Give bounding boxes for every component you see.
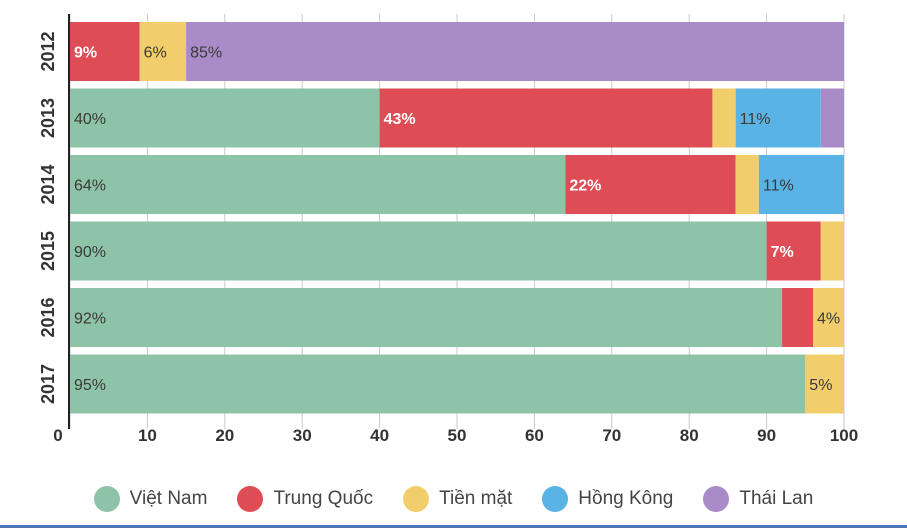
legend-item: Thái Lan xyxy=(703,486,813,512)
data-label: 6% xyxy=(144,45,167,62)
data-label: 64% xyxy=(74,178,106,195)
bar-segment xyxy=(712,88,736,148)
data-label: 11% xyxy=(740,111,771,128)
bar-segment xyxy=(70,155,566,214)
data-label: 5% xyxy=(809,377,832,394)
bar-segment xyxy=(805,354,844,414)
legend-swatch xyxy=(403,486,430,512)
data-label: 22% xyxy=(569,178,601,195)
bar-segment xyxy=(565,155,736,214)
data-label: 90% xyxy=(74,244,106,261)
legend-label: Trung Quốc xyxy=(273,488,374,509)
data-label: 40% xyxy=(74,111,106,128)
bar-segment xyxy=(70,354,806,414)
x-tick-label: 80 xyxy=(680,426,699,445)
x-tick-label: 0 xyxy=(53,426,62,445)
x-tick-label: 40 xyxy=(370,426,389,445)
legend: Việt Nam Trung Quốc Tiền mặt Hồng Kông Thái … xyxy=(0,484,907,514)
data-label: 11% xyxy=(763,178,794,195)
category-label: 2017 xyxy=(38,364,58,404)
legend-label: Tiền mặt xyxy=(439,488,513,509)
legend-item: Hồng Kông xyxy=(542,486,673,512)
category-label: 2012 xyxy=(38,31,58,71)
x-tick-label: 70 xyxy=(602,426,621,445)
category-label: 2015 xyxy=(38,231,58,271)
legend-item: Tiền mặt xyxy=(403,486,512,512)
legend-swatch xyxy=(237,486,264,512)
bar-segment xyxy=(186,22,845,81)
legend-swatch xyxy=(703,486,730,512)
bar-segment xyxy=(379,88,713,148)
stacked-bar-chart: 9% 6% 85% 2012 40% 43% 11% 2013 64% 22% 11% 2014 90%… xyxy=(38,14,858,445)
x-tick-label: 20 xyxy=(215,426,234,445)
data-label: 43% xyxy=(384,111,416,128)
legend-item: Trung Quốc xyxy=(237,486,373,512)
bar-segment xyxy=(813,288,844,347)
x-tick-label: 30 xyxy=(293,426,312,445)
bar-segment xyxy=(766,221,821,281)
legend-label: Thái Lan xyxy=(739,488,814,509)
data-label: 95% xyxy=(74,377,106,394)
legend-label: Hồng Kông xyxy=(578,488,674,509)
x-tick-label: 10 xyxy=(138,426,157,445)
bar-segment xyxy=(820,88,844,148)
data-label: 9% xyxy=(74,45,97,62)
category-label: 2014 xyxy=(38,164,58,204)
bar-segment xyxy=(70,22,140,81)
legend-swatch xyxy=(542,486,569,512)
bar-segment xyxy=(70,288,783,347)
x-tick-label: 60 xyxy=(525,426,544,445)
legend-item: Việt Nam xyxy=(93,486,208,512)
bar-segment xyxy=(782,288,814,347)
bar-segment xyxy=(70,221,767,281)
bar-segment xyxy=(139,22,187,81)
x-tick-label: 50 xyxy=(448,426,467,445)
bar-segment xyxy=(820,221,844,281)
category-label: 2016 xyxy=(38,297,58,337)
bar-segment xyxy=(70,88,380,148)
x-tick-label: 100 xyxy=(830,426,858,445)
bottom-border xyxy=(0,525,907,528)
data-label: 4% xyxy=(817,311,840,328)
data-label: 7% xyxy=(771,244,794,261)
data-label: 92% xyxy=(74,311,106,328)
category-label: 2013 xyxy=(38,98,58,138)
x-tick-label: 90 xyxy=(757,426,776,445)
bar-segment xyxy=(758,155,844,214)
bar-segment xyxy=(735,155,759,214)
legend-swatch xyxy=(93,486,120,512)
data-label: 85% xyxy=(190,45,222,62)
bar-segment xyxy=(735,88,821,148)
legend-label: Việt Nam xyxy=(129,488,208,509)
